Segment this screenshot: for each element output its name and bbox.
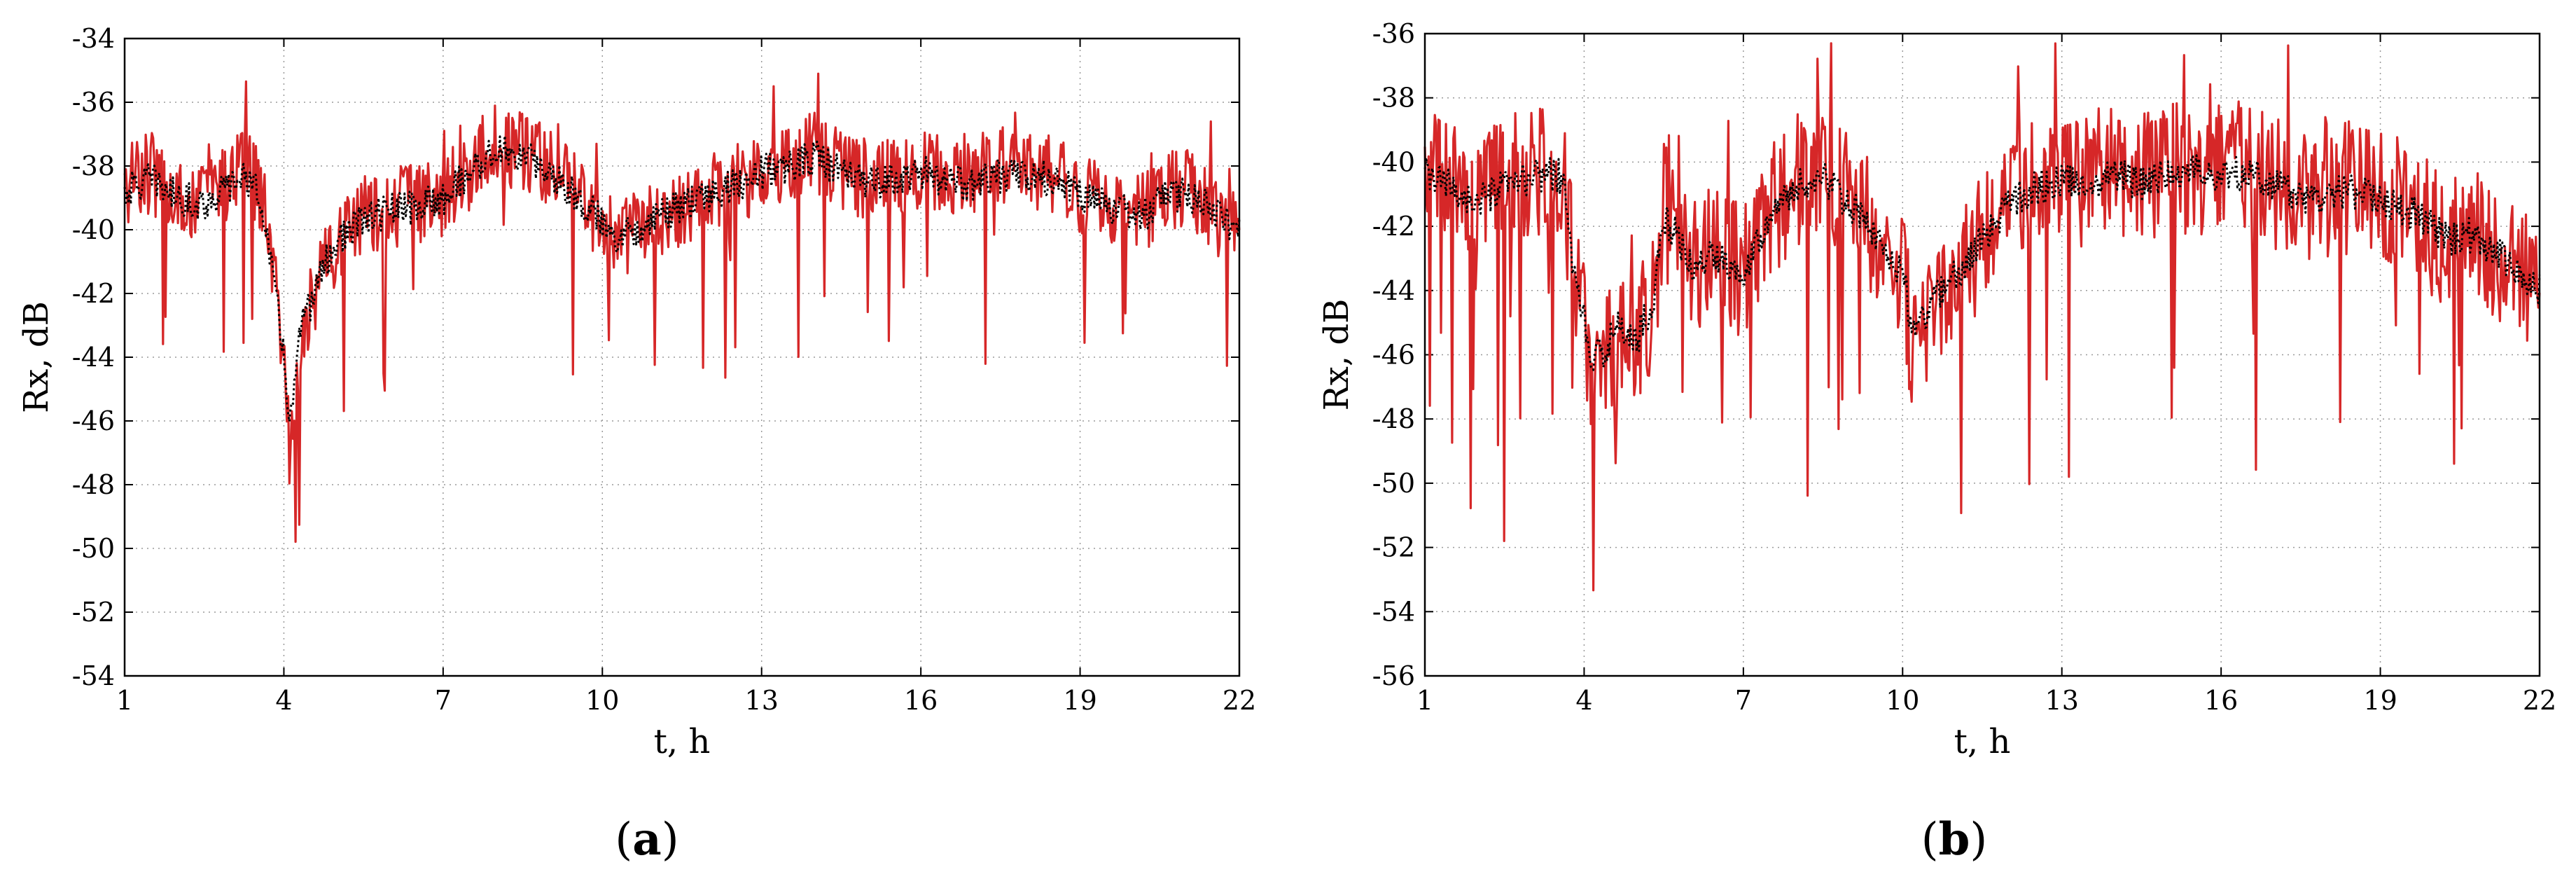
y-tick-label: -54 (72, 660, 115, 691)
y-tick-label: -46 (72, 406, 115, 436)
plot-frame (123, 37, 1241, 677)
x-tick-label: 13 (745, 685, 779, 716)
x-axis-label: t, h (654, 722, 711, 761)
panel-label-open: ( (615, 814, 632, 866)
y-tick-label: -48 (72, 469, 115, 500)
y-tick-label: -52 (72, 597, 115, 628)
x-tick-label: 16 (2204, 685, 2238, 716)
x-tick-label: 7 (1735, 685, 1752, 716)
panel-label-b: (b) (1921, 813, 1988, 866)
series-line-measured (1423, 42, 2541, 592)
x-tick-label: 10 (585, 685, 619, 716)
plot-frame (1423, 32, 2541, 677)
panel-label-a: (a) (615, 813, 678, 866)
y-tick-label: -36 (72, 87, 115, 118)
y-tick-label: -50 (1372, 468, 1415, 499)
x-tick-label: 1 (1416, 685, 1433, 716)
x-axis-label: t, h (1954, 722, 2011, 761)
y-tick-label: -44 (72, 342, 115, 373)
y-tick-label: -36 (1372, 18, 1415, 49)
panel-label-letter: b (1939, 813, 1970, 866)
tick-labels: 1 4 7 10 13 16 19 22 -56 -54 -52 -50 -48 -46 -44 -42 -40… (1372, 18, 2556, 716)
y-tick-label: -40 (72, 214, 115, 245)
x-tick-label: 22 (2523, 685, 2556, 716)
x-tick-label: 19 (1063, 685, 1096, 716)
y-tick-label: -56 (1372, 660, 1415, 691)
y-tick-label: -38 (72, 151, 115, 181)
x-tick-label: 22 (1223, 685, 1256, 716)
series-group (1423, 42, 2541, 592)
series-group (123, 72, 1241, 544)
x-tick-label: 16 (904, 685, 938, 716)
x-tick-label: 4 (275, 685, 292, 716)
x-tick-label: 1 (116, 685, 133, 716)
x-tick-label: 13 (2045, 685, 2079, 716)
panel-label-close: ) (1970, 814, 1987, 866)
x-tick-label: 4 (1575, 685, 1592, 716)
y-tick-label: -44 (1372, 275, 1415, 306)
panel-label-close: ) (662, 814, 679, 866)
y-tick-label: -42 (72, 278, 115, 309)
series-line-smoothed (1423, 154, 2541, 371)
y-tick-label: -34 (72, 23, 115, 54)
y-axis-label: Rx, dB (1317, 299, 1356, 411)
y-tick-label: -48 (1372, 403, 1415, 434)
y-axis-label: Rx, dB (17, 301, 56, 413)
tick-labels: 1 4 7 10 13 16 19 22 -54 -52 -50 -48 -46 -44 -42 -40 -38… (72, 23, 1256, 716)
y-tick-label: -38 (1372, 83, 1415, 113)
y-tick-label: -50 (72, 533, 115, 564)
panel-label-letter: a (632, 813, 661, 866)
chart-panel-b: 1 4 7 10 13 16 19 22 -56 -54 -52 -50 -48 -46 -44 -42 -40… (1317, 18, 2556, 866)
x-tick-label: 19 (2363, 685, 2397, 716)
x-tick-label: 10 (1886, 685, 1919, 716)
series-line-smoothed (123, 134, 1241, 423)
x-tick-label: 7 (435, 685, 452, 716)
chart-panel-a: 1 4 7 10 13 16 19 22 -54 -52 -50 -48 -46 -44 -42 -40 -38… (17, 23, 1256, 866)
y-tick-label: -42 (1372, 211, 1415, 242)
y-tick-label: -52 (1372, 532, 1415, 563)
y-tick-label: -46 (1372, 340, 1415, 371)
y-tick-label: -54 (1372, 596, 1415, 627)
y-tick-label: -40 (1372, 146, 1415, 177)
panel-label-open: ( (1921, 814, 1939, 866)
